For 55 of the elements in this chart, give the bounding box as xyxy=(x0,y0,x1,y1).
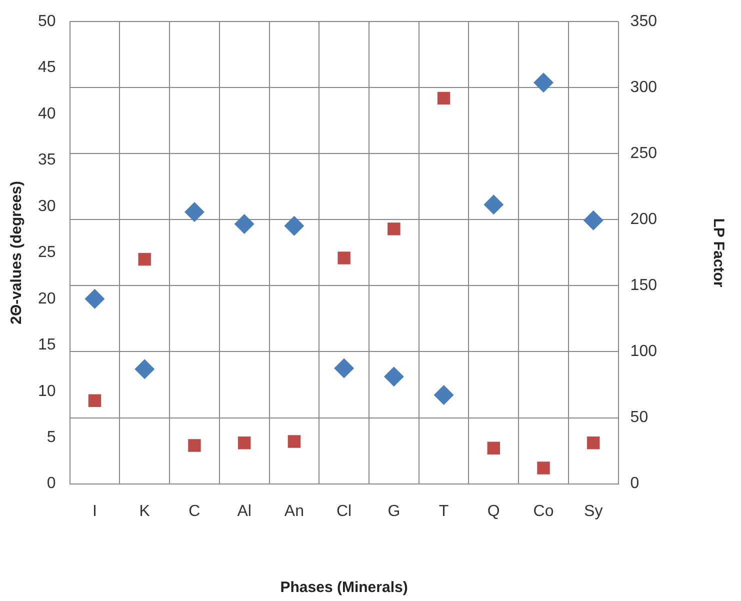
point xyxy=(434,385,454,406)
point xyxy=(487,442,500,455)
y-tick-label: 40 xyxy=(38,105,56,122)
y-tick-label: 10 xyxy=(38,382,56,400)
point xyxy=(437,92,450,105)
y2-tick-label: 150 xyxy=(630,277,658,294)
y-tick-label: 25 xyxy=(38,244,56,262)
y-tick-label: 35 xyxy=(38,152,56,169)
y2-tick-label: 50 xyxy=(630,409,648,426)
y2-tick-label: 300 xyxy=(630,79,658,96)
point xyxy=(288,435,301,448)
point xyxy=(184,202,204,222)
point xyxy=(384,366,404,387)
x-tick-label: G xyxy=(388,502,400,520)
point xyxy=(284,216,304,236)
x-tick-label: Q xyxy=(487,502,500,520)
x-tick-label: T xyxy=(438,502,449,520)
point xyxy=(583,210,604,230)
y-tick-label: 30 xyxy=(38,198,56,215)
y-axis-title: 2Θ-values (degrees) xyxy=(8,180,26,324)
point xyxy=(238,436,251,450)
point xyxy=(484,194,504,215)
y2-axis-title: LP Factor xyxy=(710,218,727,288)
x-tick-label: K xyxy=(139,502,150,520)
y2-tick-label: 250 xyxy=(630,145,658,162)
point xyxy=(88,394,102,407)
point xyxy=(587,436,600,450)
y2-tick-label: 0 xyxy=(630,475,640,492)
y-tick-label: 50 xyxy=(38,13,56,30)
x-tick-label: An xyxy=(284,502,304,520)
point xyxy=(134,359,155,380)
point xyxy=(84,288,105,309)
x-tick-label: C xyxy=(188,502,200,520)
x-tick-label: I xyxy=(92,502,97,520)
x-tick-label: Cl xyxy=(336,502,352,520)
y-tick-label: 0 xyxy=(46,475,56,492)
point xyxy=(138,252,151,266)
x-tick-label: Sy xyxy=(584,502,603,520)
y-tick-label: 15 xyxy=(38,336,56,354)
y-tick-label: 5 xyxy=(46,428,56,446)
point xyxy=(334,358,354,378)
x-tick-label: Co xyxy=(533,502,554,520)
point xyxy=(338,252,350,264)
point xyxy=(537,462,550,474)
y-tick-label: 45 xyxy=(38,59,56,76)
point xyxy=(534,72,554,93)
point xyxy=(234,214,254,234)
y2-tick-label: 100 xyxy=(630,343,658,360)
point xyxy=(188,439,201,452)
y2-tick-label: 350 xyxy=(630,13,658,30)
y2-tick-label: 200 xyxy=(630,211,658,228)
y-tick-label: 20 xyxy=(38,290,56,308)
x-tick-label: Al xyxy=(237,502,252,520)
point xyxy=(388,222,400,236)
x-axis-title: Phases (Minerals) xyxy=(280,579,408,596)
